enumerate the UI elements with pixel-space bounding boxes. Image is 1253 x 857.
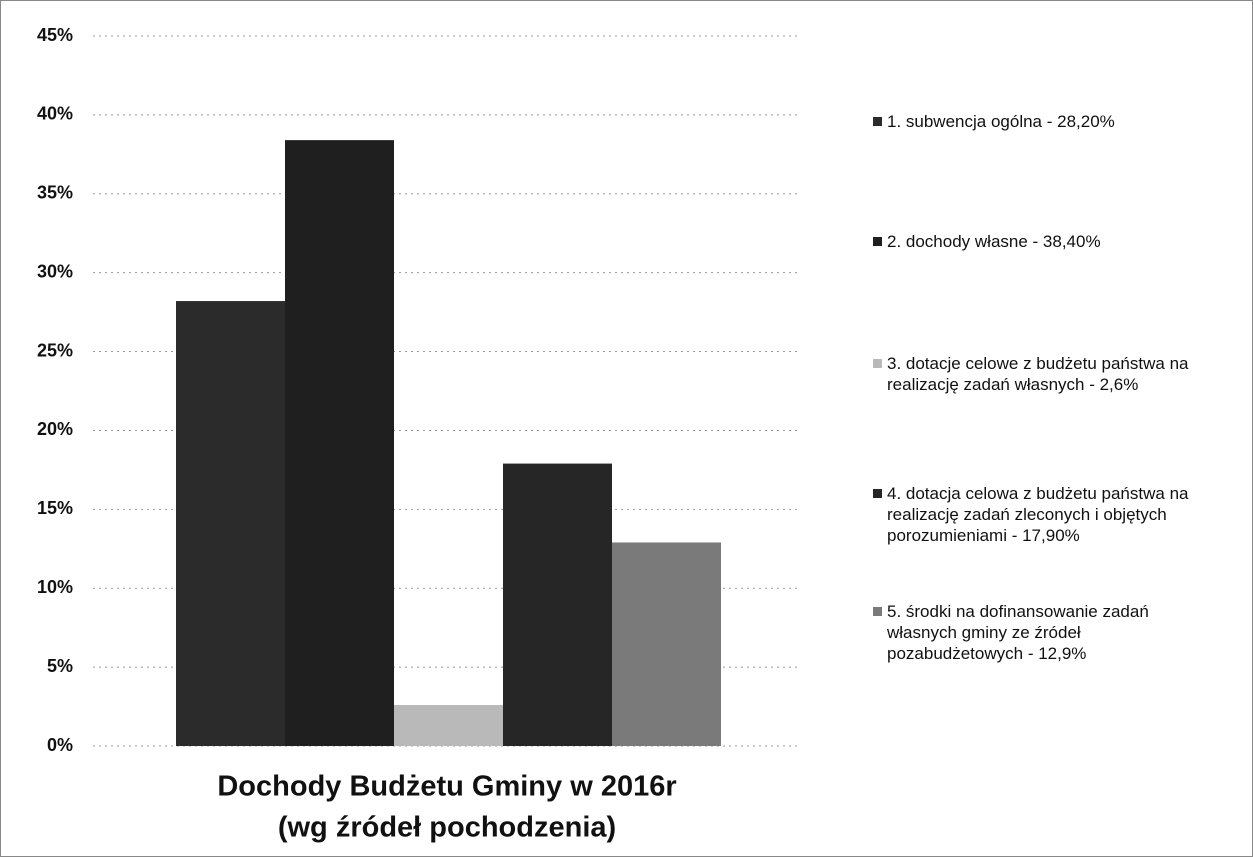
- legend-entry: 1. subwencja ogólna - 28,20%: [873, 111, 1203, 132]
- y-tick-label: 5%: [47, 656, 73, 676]
- bar: [285, 140, 394, 747]
- bar: [176, 301, 285, 746]
- y-tick-label: 10%: [37, 577, 73, 597]
- legend-swatch: [873, 237, 882, 246]
- legend-swatch: [873, 117, 882, 126]
- legend-label: 5. środki na dofinansowanie zadań własny…: [887, 602, 1149, 663]
- y-tick-label: 30%: [37, 261, 73, 281]
- bar: [503, 463, 612, 746]
- legend-swatch: [873, 359, 882, 368]
- legend-entry: 3. dotacje celowe z budżetu państwa na r…: [873, 353, 1203, 395]
- y-tick-label: 35%: [37, 183, 73, 203]
- chart-title: Dochody Budżetu Gminy w 2016r: [217, 771, 676, 803]
- legend-label: 4. dotacja celowa z budżetu państwa na r…: [887, 484, 1189, 545]
- y-tick-label: 15%: [37, 498, 73, 518]
- legend-label: 2. dochody własne - 38,40%: [887, 232, 1101, 251]
- legend-entry: 4. dotacja celowa z budżetu państwa na r…: [873, 483, 1203, 546]
- bar: [394, 704, 503, 746]
- chart-subtitle: (wg źródeł pochodzenia): [278, 812, 616, 844]
- legend-entry: 5. środki na dofinansowanie zadań własny…: [873, 601, 1203, 664]
- legend-entry: 2. dochody własne - 38,40%: [873, 231, 1203, 252]
- legend-label: 1. subwencja ogólna - 28,20%: [887, 112, 1115, 131]
- y-tick-label: 45%: [37, 25, 73, 45]
- y-tick-label: 0%: [47, 735, 73, 755]
- y-tick-label: 20%: [37, 419, 73, 439]
- y-tick-label: 25%: [37, 340, 73, 360]
- legend-swatch: [873, 489, 882, 498]
- y-tick-label: 40%: [37, 104, 73, 124]
- bar: [612, 542, 721, 746]
- legend-label: 3. dotacje celowe z budżetu państwa na r…: [887, 354, 1189, 394]
- legend-swatch: [873, 607, 882, 616]
